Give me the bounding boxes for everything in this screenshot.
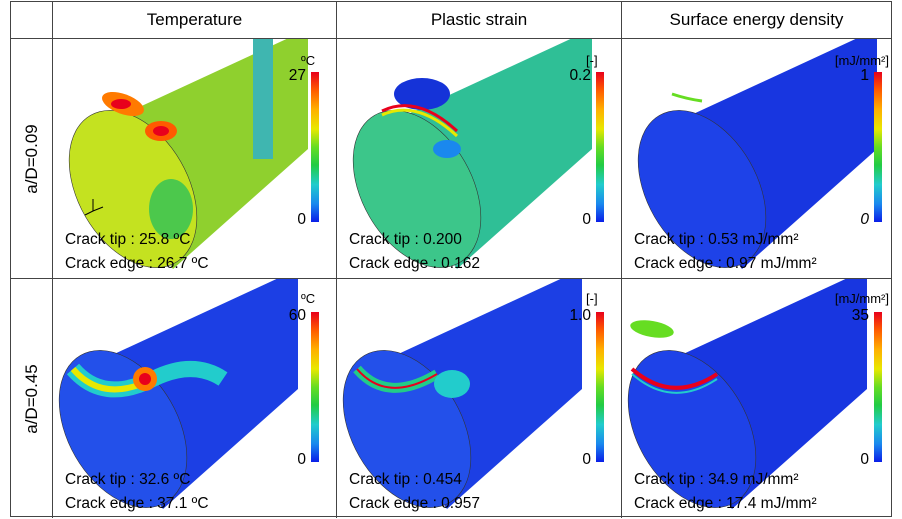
- colorbar-min: 0: [582, 211, 591, 229]
- crack-tip-value: Crack tip : 0.200: [349, 231, 462, 249]
- crack-edge-value: Crack edge : 37.1 ºC: [65, 495, 209, 513]
- crack-tip-value: Crack tip : 0.53 mJ/mm²: [634, 231, 799, 249]
- crack-edge-value: Crack edge : 26.7 ºC: [65, 255, 209, 273]
- color-bar: [596, 312, 604, 462]
- column-header: Plastic strain: [336, 2, 621, 38]
- crack-tip-value: Crack tip : 32.6 ºC: [65, 471, 190, 489]
- cell: [-]0.2 0 Crack tip : 0.200 Crack edge : 0.1…: [336, 39, 621, 278]
- row-label: a/D=0.45: [22, 364, 42, 433]
- color-bar: [874, 312, 882, 462]
- colorbar-unit: ºC: [301, 291, 315, 306]
- contour: [672, 94, 702, 101]
- contour: [153, 126, 169, 136]
- crack-tip-value: Crack tip : 0.454: [349, 471, 462, 489]
- contour: [434, 370, 470, 398]
- crack-tip-value: Crack tip : 25.8 ºC: [65, 231, 190, 249]
- colorbar-max: 1: [860, 67, 869, 85]
- crack-edge-value: Crack edge : 0.97 mJ/mm²: [634, 255, 817, 273]
- colorbar-unit: [-]: [586, 291, 598, 306]
- row-label-cell: a/D=0.45: [11, 279, 53, 518]
- colorbar-unit: [mJ/mm²]: [835, 53, 889, 68]
- cell: [-]1.0 0 Crack tip : 0.454 Crack edge : 0.9…: [336, 279, 621, 518]
- cell: [mJ/mm²]1 0 Crack tip : 0.53 mJ/mm² Crack e…: [621, 39, 891, 278]
- contour: [139, 373, 151, 385]
- colorbar-max: 1.0: [569, 307, 591, 325]
- contour: [253, 39, 273, 159]
- column-header: Temperature: [52, 2, 336, 38]
- colorbar-min: 0: [297, 451, 306, 469]
- contour: [433, 140, 461, 158]
- colorbar-min: 0: [860, 211, 869, 229]
- cell: [mJ/mm²]35 0 Crack tip : 34.9 mJ/mm² Crack …: [621, 279, 891, 518]
- colorbar-unit: [mJ/mm²]: [835, 291, 889, 306]
- color-bar: [311, 72, 319, 222]
- column-header: Surface energy density: [621, 2, 891, 38]
- colorbar-min: 0: [297, 211, 306, 229]
- figure-table: Temperature Plastic strain Surface energ…: [10, 1, 892, 517]
- contour: [111, 99, 131, 109]
- row-label-cell: a/D=0.09: [11, 39, 53, 278]
- colorbar-unit: ºC: [301, 53, 315, 68]
- row-label: a/D=0.09: [22, 124, 42, 193]
- color-bar: [874, 72, 882, 222]
- crack-tip-value: Crack tip : 34.9 mJ/mm²: [634, 471, 799, 489]
- crack-edge-value: Crack edge : 17.4 mJ/mm²: [634, 495, 817, 513]
- colorbar-min: 0: [582, 451, 591, 469]
- contour: [629, 317, 675, 340]
- colorbar-unit: [-]: [586, 53, 598, 68]
- crack-edge-value: Crack edge : 0.162: [349, 255, 480, 273]
- colorbar-min: 0: [860, 451, 869, 469]
- colorbar-max: 0.2: [569, 67, 591, 85]
- colorbar-max: 60: [289, 307, 306, 325]
- contour: [149, 179, 193, 239]
- color-bar: [311, 312, 319, 462]
- colorbar-max: 27: [289, 67, 306, 85]
- colorbar-max: 35: [852, 307, 869, 325]
- crack-edge-value: Crack edge : 0.957: [349, 495, 480, 513]
- color-bar: [596, 72, 604, 222]
